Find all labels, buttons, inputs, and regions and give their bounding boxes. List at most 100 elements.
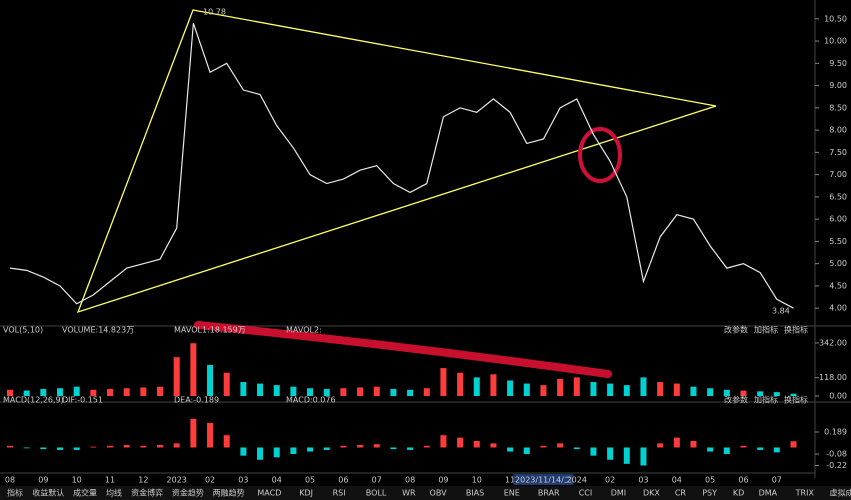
volume-bar bbox=[523, 383, 530, 396]
tab[interactable]: KDJ bbox=[299, 489, 313, 498]
macd-bar bbox=[440, 435, 447, 448]
macd-bar bbox=[540, 445, 547, 448]
volume-bar bbox=[123, 388, 130, 396]
tab[interactable]: BRAR bbox=[538, 489, 560, 498]
tab[interactable]: RSI bbox=[333, 489, 346, 498]
panel-button[interactable]: 换指标 bbox=[784, 395, 808, 405]
x-tick-label: 12 bbox=[138, 476, 148, 485]
panel-button[interactable]: 加指标 bbox=[754, 325, 778, 335]
readout: DEA:-0.189 bbox=[174, 396, 219, 405]
readout: MACD:0.076 bbox=[286, 396, 336, 405]
tab[interactable]: 成交量 bbox=[73, 488, 97, 498]
y-tick-label: 7.00 bbox=[829, 170, 847, 179]
tab[interactable]: ENE bbox=[504, 489, 520, 498]
volume-bar bbox=[40, 389, 47, 396]
macd-bar bbox=[590, 447, 597, 456]
macd-bar bbox=[373, 444, 380, 448]
x-tick-label: 07 bbox=[372, 476, 382, 485]
x-tick-label: 08 bbox=[5, 476, 15, 485]
x-tick-label: 09 bbox=[438, 476, 448, 485]
tab[interactable]: KD bbox=[733, 489, 744, 498]
y-tick-label: 10.50 bbox=[824, 14, 847, 23]
volume-bar bbox=[323, 389, 330, 396]
tab[interactable]: 虚拟成交量 bbox=[830, 488, 851, 498]
macd-bar bbox=[140, 445, 147, 448]
volume-bar bbox=[590, 382, 597, 396]
volume-bar bbox=[207, 364, 214, 396]
volume-bar bbox=[773, 392, 780, 396]
tab[interactable]: 指标 bbox=[7, 488, 23, 498]
tab[interactable]: TRIX bbox=[795, 489, 815, 498]
macd-bar bbox=[7, 445, 13, 448]
y-tick-label: 8.00 bbox=[829, 126, 847, 135]
x-tick-label: 04 bbox=[272, 476, 282, 485]
macd-bar bbox=[73, 447, 80, 450]
tab[interactable]: 资金博弈 bbox=[131, 488, 163, 498]
volume-bar bbox=[707, 388, 714, 396]
macd-bar bbox=[223, 435, 230, 448]
y-tick-label: 9.00 bbox=[829, 81, 847, 90]
tab[interactable]: DMI bbox=[611, 489, 626, 498]
y-tick-label: 6.00 bbox=[829, 215, 847, 224]
tab[interactable]: 收益默认 bbox=[32, 488, 64, 498]
tab[interactable]: DKX bbox=[643, 489, 660, 498]
tab[interactable]: 均线 bbox=[106, 488, 122, 498]
tab[interactable]: CCI bbox=[579, 489, 593, 498]
macd-bar bbox=[173, 443, 180, 448]
macd-bar bbox=[340, 445, 347, 448]
macd-bar bbox=[123, 445, 130, 448]
x-tick-label: 10 bbox=[72, 476, 82, 485]
volume-bar bbox=[140, 387, 147, 396]
macd-bar bbox=[57, 447, 64, 450]
x-tick-label: 05 bbox=[705, 476, 715, 485]
tab[interactable]: BIAS bbox=[466, 489, 484, 498]
volume-bar bbox=[157, 386, 164, 396]
panel-button[interactable]: 换指标 bbox=[784, 325, 808, 335]
macd-bar bbox=[490, 443, 497, 448]
volume-bar bbox=[607, 383, 614, 396]
tab[interactable]: CR bbox=[675, 489, 687, 498]
panel-button[interactable]: 改参数 bbox=[724, 325, 748, 335]
x-tick-label: 2023 bbox=[167, 476, 187, 485]
tab[interactable]: BOLL bbox=[366, 489, 387, 498]
macd-bar bbox=[240, 447, 247, 456]
macd-bar bbox=[557, 443, 564, 448]
macd-bar bbox=[473, 440, 480, 448]
volume-bar bbox=[440, 368, 447, 396]
volume-bar bbox=[490, 374, 497, 396]
tab[interactable]: 资金趋势 bbox=[172, 488, 204, 498]
y-tick-label: 4.50 bbox=[829, 281, 847, 290]
macd-bar bbox=[707, 447, 714, 452]
x-tick-label: 03 bbox=[238, 476, 248, 485]
panel-button[interactable]: 加指标 bbox=[754, 395, 778, 405]
volume-bar bbox=[690, 386, 697, 396]
macd-bar bbox=[573, 447, 580, 450]
y-tick-label: 118.00 bbox=[819, 373, 847, 382]
tab[interactable]: PSY bbox=[702, 489, 717, 498]
date-highlight bbox=[513, 474, 574, 485]
stroke-drawing bbox=[194, 321, 612, 378]
macd-bar bbox=[607, 447, 614, 460]
panel-button[interactable]: 改参数 bbox=[724, 395, 748, 405]
y-tick-label: 10.00 bbox=[824, 37, 847, 46]
circle-drawing bbox=[578, 127, 622, 183]
volume-bar bbox=[7, 389, 13, 396]
volume-bar bbox=[457, 372, 464, 396]
tab[interactable]: 两融趋势 bbox=[213, 488, 245, 498]
tab[interactable]: DMA bbox=[759, 489, 778, 498]
tab[interactable]: MACD bbox=[257, 489, 281, 498]
volume-bar bbox=[740, 390, 747, 396]
volume-bar bbox=[57, 388, 64, 396]
volume-bar bbox=[507, 380, 514, 396]
macd-bar bbox=[790, 441, 797, 448]
readout: MAVOL1:18.159万 bbox=[174, 326, 246, 335]
macd-bar bbox=[23, 447, 30, 449]
tab[interactable]: OBV bbox=[430, 489, 448, 498]
volume-bar bbox=[290, 386, 297, 396]
volume-bar bbox=[273, 385, 280, 396]
macd-bar bbox=[290, 447, 297, 455]
x-tick-label: 2024 bbox=[567, 476, 587, 485]
volume-bar bbox=[23, 390, 30, 396]
y-tick-label: 5.50 bbox=[829, 237, 847, 246]
tab[interactable]: WR bbox=[402, 489, 416, 498]
